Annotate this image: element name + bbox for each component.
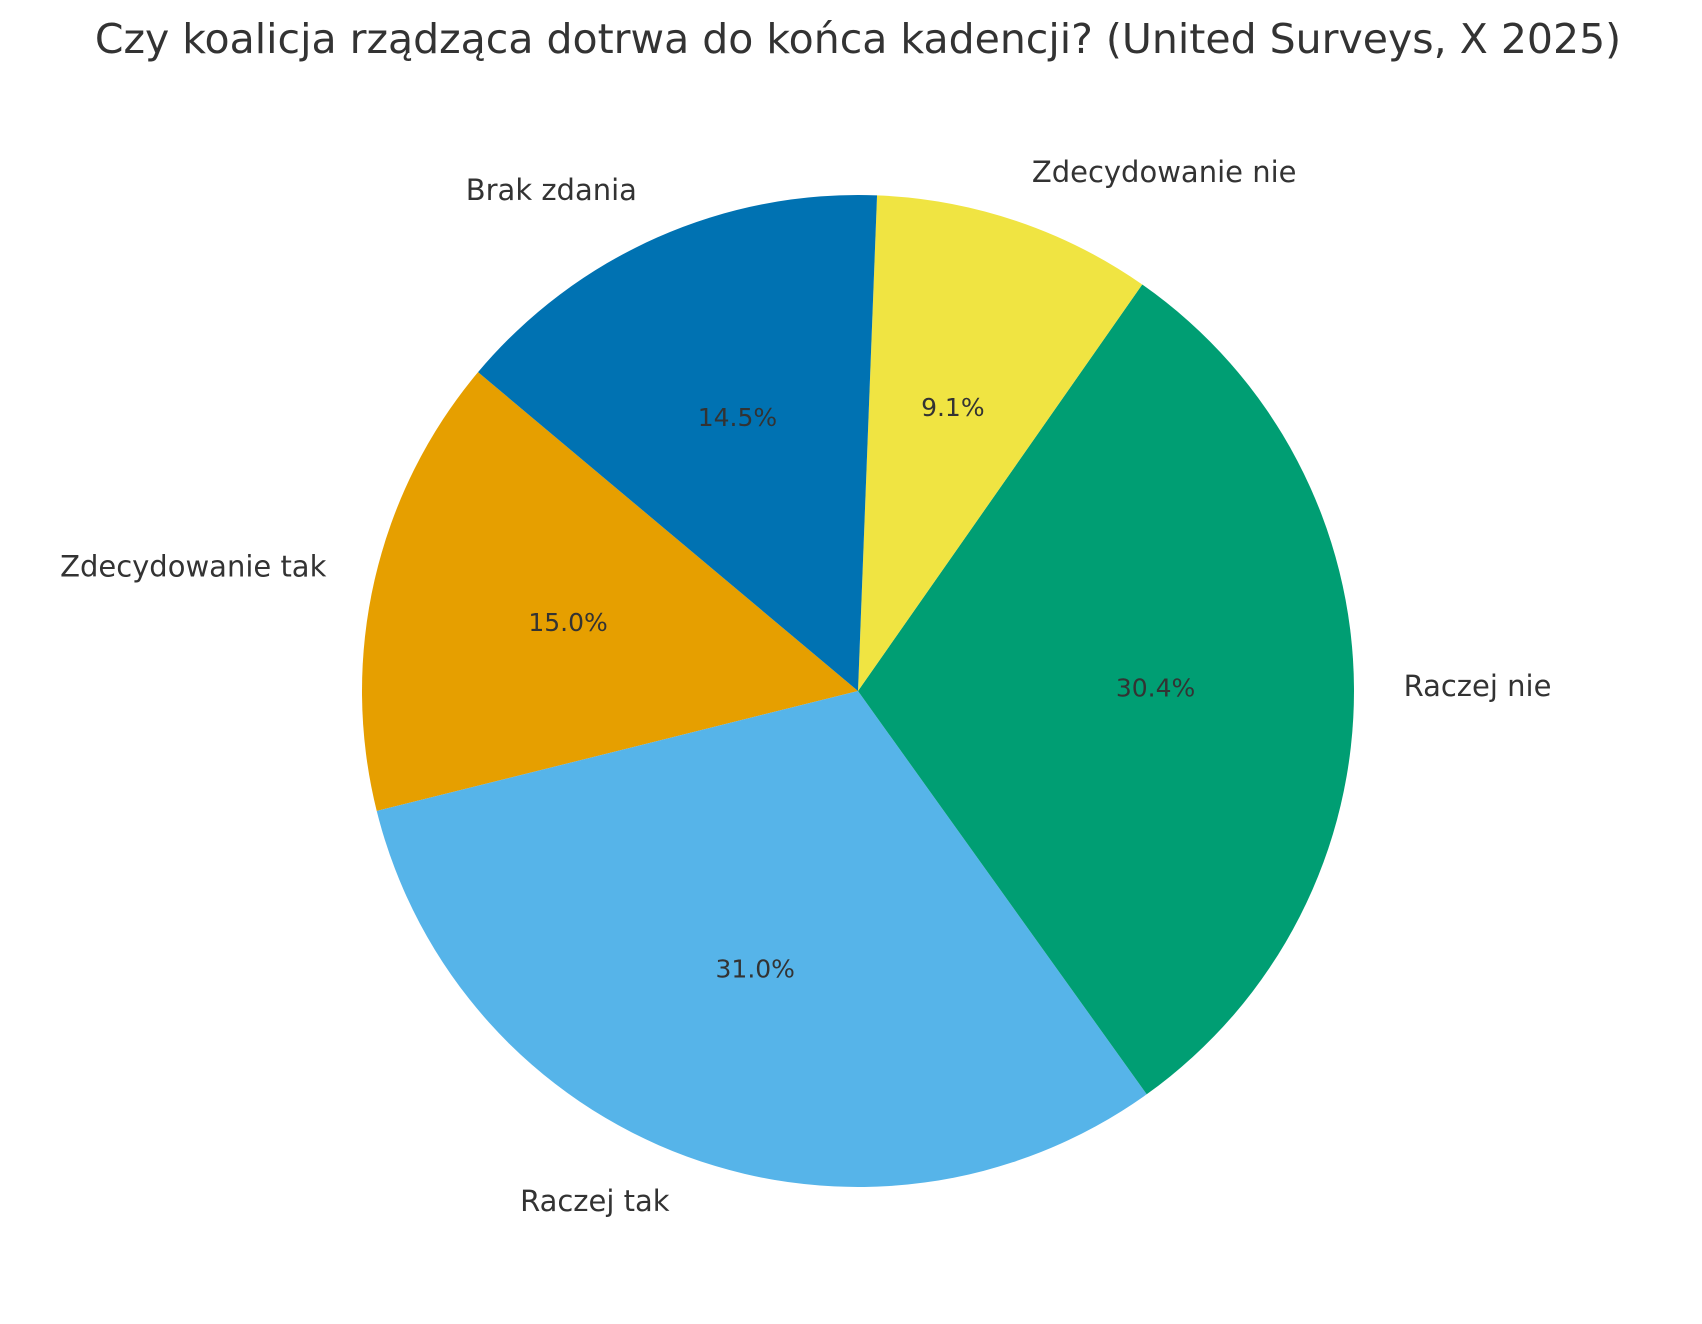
slice-label: Raczej tak xyxy=(520,1184,670,1218)
pie-slice xyxy=(858,284,1354,1095)
value-label: 14.5% xyxy=(698,403,777,432)
slice-label: Zdecydowanie tak xyxy=(60,549,327,583)
value-label: 9.1% xyxy=(921,393,985,422)
slice-label: Raczej nie xyxy=(1404,669,1552,703)
pie-slice xyxy=(478,195,878,691)
value-label: 31.0% xyxy=(716,954,795,983)
chart-title: Czy koalicja rządząca dotrwa do końca ka… xyxy=(95,15,1621,63)
slice-label: Zdecydowanie nie xyxy=(1032,155,1297,189)
pie-slice xyxy=(376,691,1147,1187)
pie-slice xyxy=(858,195,1143,691)
value-label: 15.0% xyxy=(528,608,607,637)
slice-label: Brak zdania xyxy=(466,173,637,207)
pie-slice xyxy=(361,372,858,811)
value-label: 30.4% xyxy=(1116,673,1195,702)
